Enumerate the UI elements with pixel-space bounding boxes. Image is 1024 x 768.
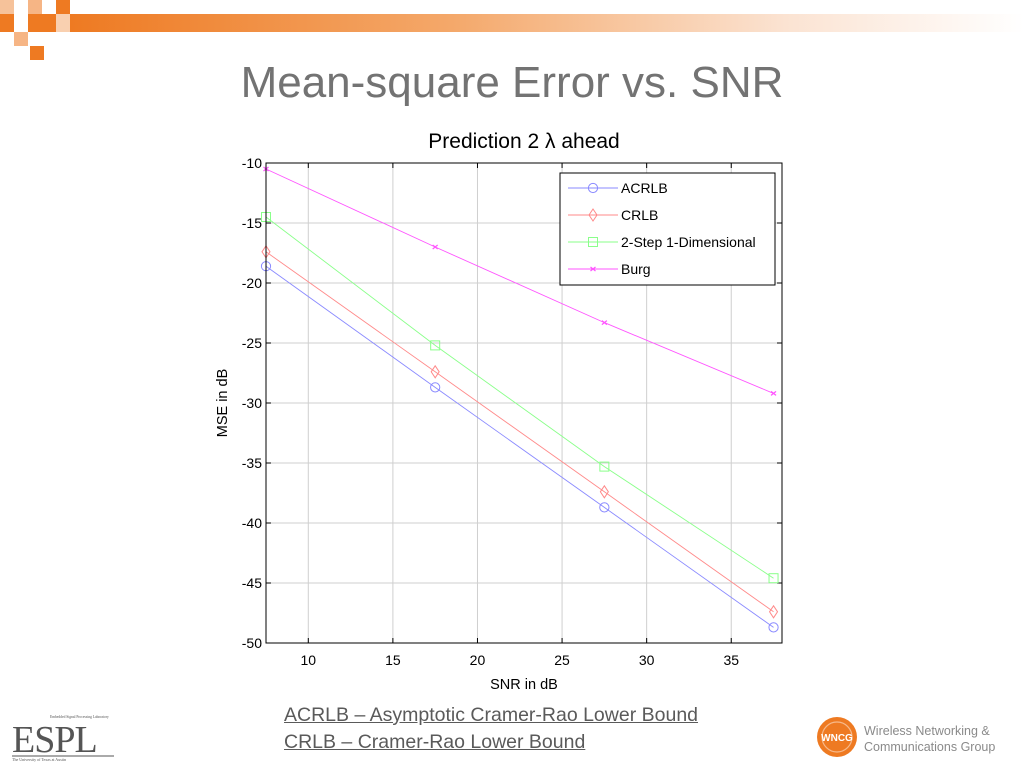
wncg-logo-badge-text: WNCG	[821, 733, 853, 744]
y-tick-label: -30	[242, 395, 262, 411]
slide-title: Mean-square Error vs. SNR	[240, 58, 784, 107]
wncg-logo-line2: Communications Group	[864, 740, 995, 754]
deco-square	[28, 14, 42, 32]
y-tick-label: -50	[242, 635, 262, 651]
espl-logo-tagline: Embedded Signal Processing Laboratory	[50, 715, 109, 719]
wncg-logo-line1: Wireless Networking &	[864, 724, 990, 738]
data-point	[768, 573, 779, 584]
data-point	[588, 237, 598, 247]
data-point	[599, 461, 610, 472]
deco-square	[42, 0, 56, 14]
wncg-logo: WNCG Wireless Networking & Communication…	[817, 717, 995, 757]
x-tick-label: 25	[554, 652, 570, 668]
x-tick-label: 10	[301, 652, 317, 668]
deco-square	[14, 14, 28, 32]
deco-square	[14, 32, 28, 46]
deco-square	[28, 32, 44, 46]
data-point	[768, 604, 779, 619]
legend-label: Burg	[621, 261, 651, 277]
series-line	[265, 216, 774, 579]
data-point	[590, 266, 596, 272]
data-point	[430, 340, 441, 351]
data-point-stroke	[590, 266, 596, 272]
legend-label: 2-Step 1-Dimensional	[621, 234, 756, 250]
x-tick-label: 15	[385, 652, 401, 668]
data-point	[430, 364, 440, 379]
deco-square	[56, 14, 70, 32]
data-point	[768, 622, 779, 633]
y-tick-label: -15	[242, 215, 262, 231]
footnotes: ACRLB – Asymptotic Cramer-Rao Lower Boun…	[284, 702, 698, 756]
x-tick-label: 30	[639, 652, 655, 668]
y-tick-label: -40	[242, 515, 262, 531]
x-tick-label: 35	[723, 652, 739, 668]
data-point-stroke	[601, 320, 608, 326]
data-point-stroke	[432, 244, 439, 250]
footnote-acrlb[interactable]: ACRLB – Asymptotic Cramer-Rao Lower Boun…	[284, 704, 699, 726]
deco-square	[56, 0, 70, 14]
deco-square	[30, 46, 44, 60]
legend-label: CRLB	[621, 207, 658, 223]
espl-logo-text: ESPL	[12, 719, 97, 761]
data-point	[599, 502, 610, 513]
series-line	[265, 251, 774, 613]
deco-square	[42, 14, 56, 32]
data-point	[588, 208, 598, 222]
data-point-stroke	[770, 390, 777, 396]
y-axis-label: MSE in dB	[215, 369, 231, 438]
data-point	[587, 182, 599, 194]
y-tick-label: -10	[242, 155, 262, 171]
y-tick-label: -35	[242, 455, 262, 471]
deco-square	[14, 0, 28, 14]
y-tick-label: -45	[242, 575, 262, 591]
deco-square	[0, 14, 14, 32]
footnote-crlb[interactable]: CRLB – Cramer-Rao Lower Bound	[284, 731, 586, 753]
chart-title: Prediction 2 λ ahead	[428, 130, 619, 153]
y-tick-label: -20	[242, 275, 262, 291]
data-point	[430, 382, 441, 393]
series-line	[265, 265, 774, 628]
espl-logo: Embedded Signal Processing Laboratory ES…	[12, 715, 114, 762]
data-point	[601, 320, 608, 326]
header-gradient-bar	[70, 14, 1024, 32]
espl-logo-subtitle: The University of Texas at Austin	[12, 757, 66, 762]
header-decoration	[0, 0, 1024, 62]
x-tick-label: 20	[470, 652, 486, 668]
wncg-logo-badge	[817, 717, 857, 757]
data-point	[432, 244, 439, 250]
data-point	[599, 484, 609, 499]
wncg-logo-badge-ring	[821, 721, 853, 753]
deco-square	[28, 0, 42, 14]
legend-label: ACRLB	[621, 180, 668, 196]
x-axis-label: SNR in dB	[490, 677, 558, 693]
series-line	[265, 168, 774, 394]
axes-frame	[265, 162, 783, 644]
y-tick-label: -25	[242, 335, 262, 351]
deco-square	[0, 0, 14, 14]
data-point	[770, 390, 777, 396]
